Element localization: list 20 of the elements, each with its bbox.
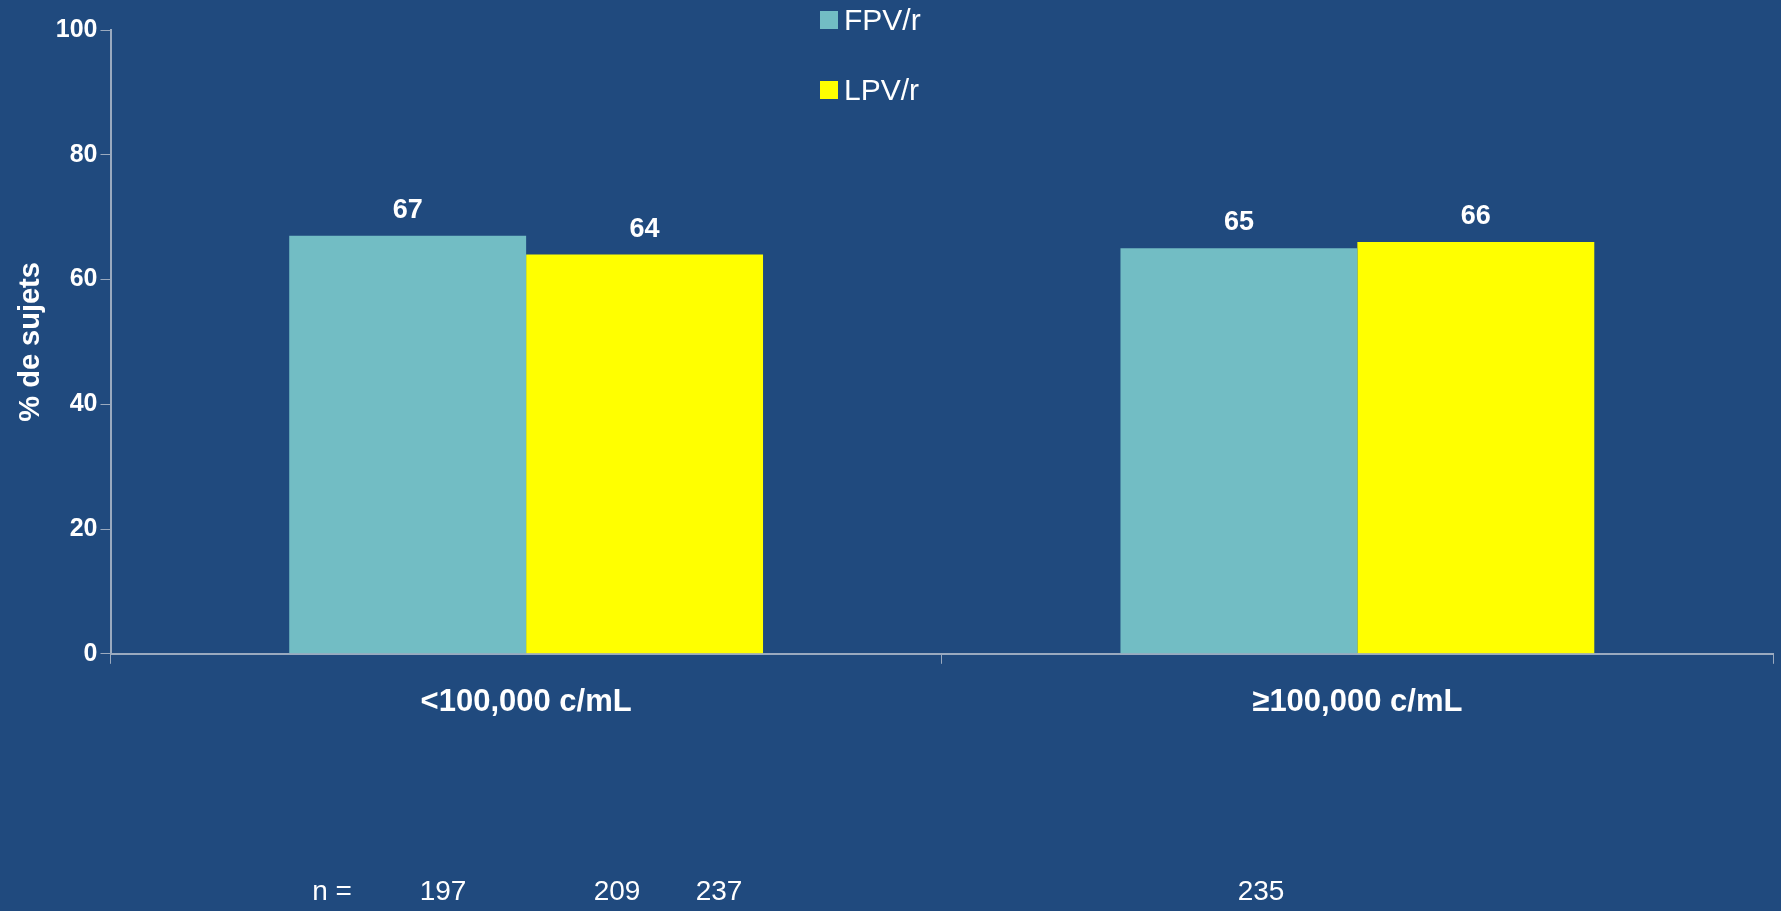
text: 197 xyxy=(419,875,467,907)
y-tick-label: 100 xyxy=(55,13,98,42)
legend-label: LPV/r xyxy=(844,73,920,107)
y-tick-label: 40 xyxy=(69,388,98,417)
y-axis-title: % de sujets xyxy=(13,262,46,422)
data-label: 66 xyxy=(1460,200,1491,231)
x-tick-label: <100,000 c/mL xyxy=(420,682,632,718)
x-tick-label: ≥100,000 c/mL xyxy=(1252,682,1463,718)
y-tick-label: 20 xyxy=(69,512,98,541)
text: 237 xyxy=(695,875,743,907)
text: n = xyxy=(312,875,352,907)
legend-label: FPV/r xyxy=(844,3,921,37)
text: 209 xyxy=(593,875,641,907)
y-tick-label: 0 xyxy=(83,637,98,666)
y-tick-label: 60 xyxy=(69,263,98,292)
data-label: 67 xyxy=(392,193,423,224)
y-tick-label: 80 xyxy=(69,138,98,167)
data-label: 65 xyxy=(1223,206,1254,237)
text: 235 xyxy=(1237,875,1285,907)
data-label: 64 xyxy=(629,212,660,243)
